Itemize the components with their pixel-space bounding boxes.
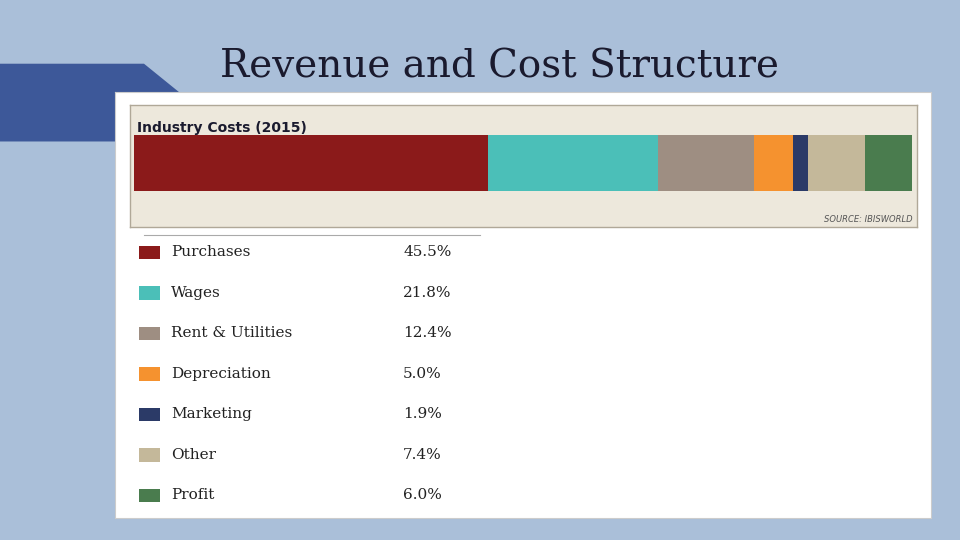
Text: 5.0%: 5.0% <box>403 367 442 381</box>
Bar <box>755 134 793 191</box>
Text: Revenue and Cost Structure: Revenue and Cost Structure <box>220 49 779 86</box>
Text: 21.8%: 21.8% <box>403 286 452 300</box>
Bar <box>658 134 755 191</box>
Bar <box>793 134 807 191</box>
Text: Profit: Profit <box>171 489 214 502</box>
Text: Rent & Utilities: Rent & Utilities <box>171 327 292 340</box>
Polygon shape <box>0 64 192 141</box>
Text: Marketing: Marketing <box>171 408 252 421</box>
Text: Other: Other <box>171 448 216 462</box>
Text: Purchases: Purchases <box>171 246 251 259</box>
Text: 1.9%: 1.9% <box>403 408 442 421</box>
Text: 6.0%: 6.0% <box>403 489 442 502</box>
Text: 12.4%: 12.4% <box>403 327 452 340</box>
Text: SOURCE: IBISWORLD: SOURCE: IBISWORLD <box>825 215 913 225</box>
Text: 45.5%: 45.5% <box>403 246 451 259</box>
Bar <box>865 134 912 191</box>
Bar <box>807 134 865 191</box>
Text: 7.4%: 7.4% <box>403 448 442 462</box>
Bar <box>134 134 489 191</box>
Text: Depreciation: Depreciation <box>171 367 271 381</box>
Text: Industry Costs (2015): Industry Costs (2015) <box>137 121 307 135</box>
Bar <box>489 134 658 191</box>
Text: Wages: Wages <box>171 286 221 300</box>
